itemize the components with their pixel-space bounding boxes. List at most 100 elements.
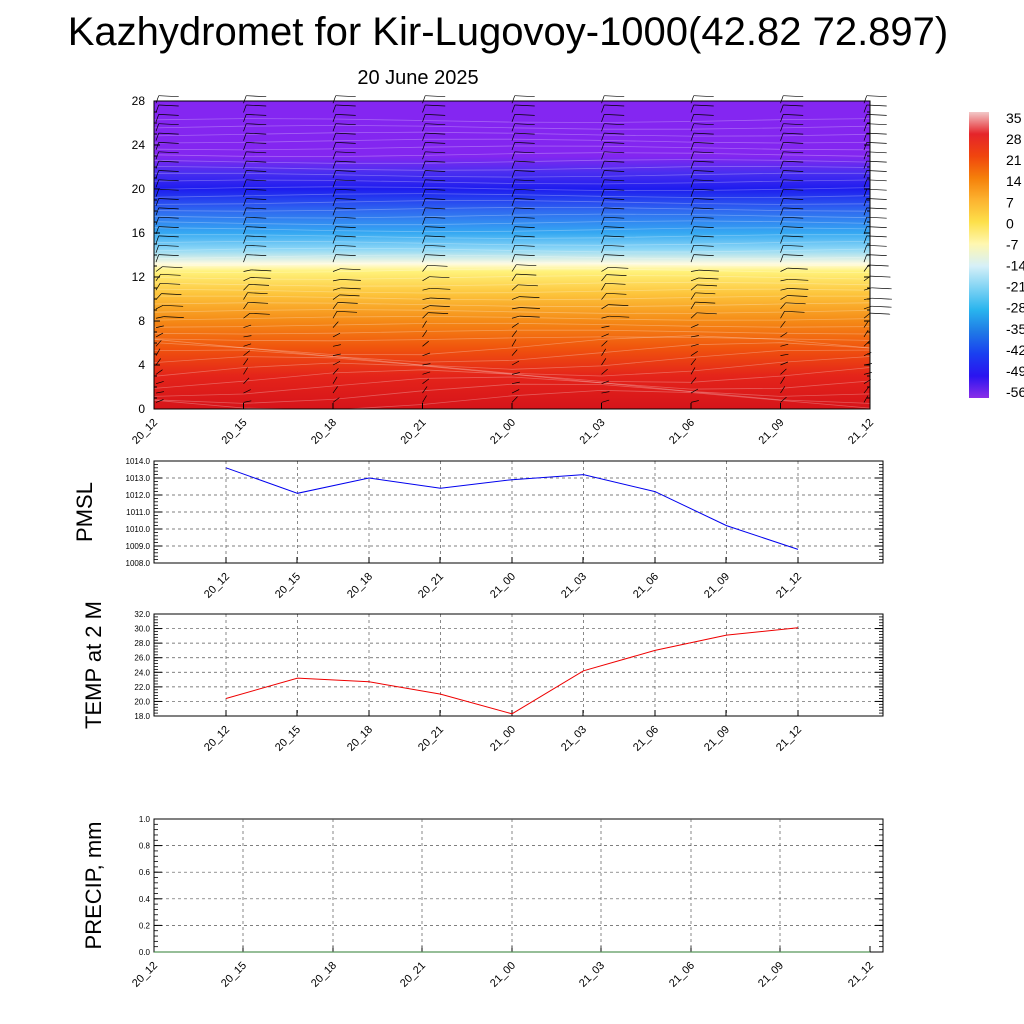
colorbar-label: 7 <box>1006 194 1014 210</box>
wind-barb-feather <box>868 264 889 267</box>
colorbar-label: 21 <box>1006 152 1022 168</box>
wind-barb-feather <box>693 160 714 163</box>
wind-barb <box>332 151 337 160</box>
wind-barb-feather <box>783 254 804 256</box>
wind-barb <box>863 254 868 263</box>
wind-barb-feather <box>425 104 446 107</box>
wind-barb-feather <box>783 235 804 238</box>
wind-barb <box>243 389 251 394</box>
wind-barb-feather <box>604 170 625 172</box>
wind-barb-feather <box>604 244 625 247</box>
wind-barb-feather <box>335 207 356 210</box>
wind-barb <box>511 104 516 113</box>
wind-barb <box>690 377 697 384</box>
wind-barb-feather <box>783 151 804 154</box>
wind-barb-feather <box>429 305 450 307</box>
wind-barb <box>780 353 789 356</box>
wind-barb <box>690 217 695 225</box>
wind-barb <box>511 322 519 328</box>
wind-barb <box>243 269 252 272</box>
wind-barb <box>780 132 784 141</box>
wind-barb <box>332 123 337 132</box>
wind-barb <box>243 104 247 113</box>
wind-barb <box>511 235 516 244</box>
x-tick-label: 21_06 <box>667 417 697 447</box>
wind-barb <box>601 340 608 347</box>
colorbar-label: 14 <box>1006 173 1022 189</box>
wind-barb-feather <box>158 151 179 154</box>
wind-barb <box>601 207 605 216</box>
wind-barb-feather <box>608 304 629 306</box>
wind-barb-feather <box>425 123 446 126</box>
wind-barb <box>511 142 516 151</box>
wind-barb-feather <box>604 179 625 182</box>
wind-barb-feather <box>158 104 179 107</box>
wind-barb <box>155 207 160 216</box>
chart-subtitle: 20 June 2025 <box>357 67 479 89</box>
wind-barb-feather <box>158 235 179 238</box>
wind-barb <box>511 132 516 141</box>
wind-barb-feather <box>247 301 269 304</box>
wind-barb <box>422 340 429 347</box>
wind-barb <box>422 305 430 310</box>
contour-lines <box>153 118 871 411</box>
wind-barb-feather <box>158 132 179 135</box>
wind-barb-feather <box>608 266 629 269</box>
wind-barb <box>243 217 247 225</box>
wind-barb <box>332 368 339 375</box>
wind-barb-feather <box>335 151 356 154</box>
wind-barb-feather <box>693 188 714 191</box>
wind-barb-feather <box>335 226 356 228</box>
wind-barb-feather <box>514 179 535 182</box>
wind-barb <box>780 142 784 151</box>
wind-barb <box>780 245 784 253</box>
wind-barb <box>422 297 431 300</box>
wind-barb <box>155 235 160 244</box>
wind-barb-feather <box>698 269 719 272</box>
wind-barb <box>243 189 247 197</box>
wind-barb <box>422 276 430 282</box>
wind-barb-feather <box>246 160 267 163</box>
wind-barb-feather <box>693 226 714 228</box>
wind-barb-feather <box>693 151 714 154</box>
wind-barb <box>511 273 517 282</box>
wind-barb <box>601 348 606 356</box>
wind-barb-feather <box>425 198 446 200</box>
colorbar-label: -14 <box>1006 258 1024 274</box>
wind-barb-feather <box>158 123 179 126</box>
contour-line <box>153 275 871 280</box>
wind-barb <box>690 301 696 310</box>
wind-barb-feather <box>783 95 804 98</box>
wind-barb <box>243 367 248 375</box>
wind-barb-feather <box>516 273 537 276</box>
contour-line <box>153 329 871 335</box>
wind-barb <box>332 268 341 272</box>
x-tick-label: 21_12 <box>774 571 804 601</box>
wind-barb-feather <box>693 123 714 126</box>
wind-barb <box>601 358 607 366</box>
wind-barb <box>690 312 698 319</box>
wind-barb <box>511 114 516 123</box>
wind-barb <box>780 226 784 235</box>
wind-barb <box>863 320 869 328</box>
colorbar-legend: 35 28 21 14 7 0 -7 -14 -21 -28 -35 -42 -49 -56 <box>969 110 1024 400</box>
wind-barb <box>243 132 247 141</box>
colorbar-ramp <box>969 112 989 398</box>
wind-barb-feather <box>158 207 179 210</box>
wind-barb <box>690 254 695 263</box>
wind-barb-feather <box>787 267 808 270</box>
wind-barb <box>511 160 516 169</box>
wind-barb-feather <box>425 235 446 238</box>
wind-barb <box>243 207 247 216</box>
wind-barb-feather <box>246 151 267 154</box>
wind-barb <box>155 114 160 123</box>
plot-area <box>154 614 883 716</box>
x-tick-label: 21_00 <box>488 417 518 447</box>
wind-barb <box>243 400 252 403</box>
heatmap-field <box>154 101 870 409</box>
wind-barb-feather <box>698 277 719 280</box>
wind-barb <box>155 189 160 197</box>
wind-barb-feather <box>604 207 625 210</box>
x-tick-label: 20_15 <box>219 960 249 990</box>
